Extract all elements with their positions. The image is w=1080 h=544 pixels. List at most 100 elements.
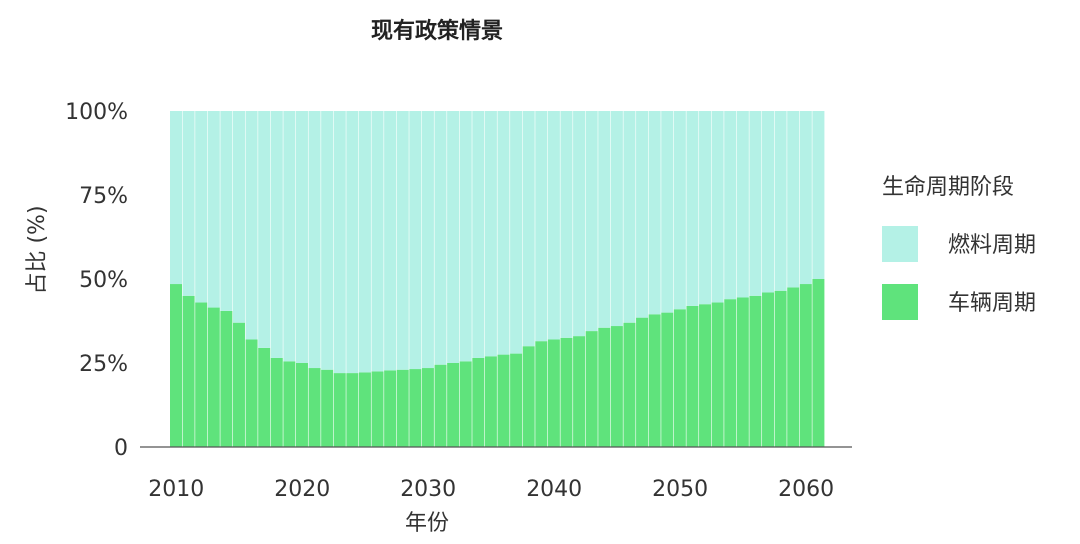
bar-fuel-2012 xyxy=(195,111,208,303)
bar-fuel-2051 xyxy=(686,111,699,306)
bar-vehicle-2059 xyxy=(787,287,800,447)
bar-fuel-2017 xyxy=(258,111,271,348)
x-axis: 2010 2020 2030 2040 2050 2060 xyxy=(140,446,852,502)
bar-fuel-2032 xyxy=(447,111,460,363)
bar-fuel-2061 xyxy=(812,111,825,279)
bar-vehicle-2032 xyxy=(447,363,460,447)
bar-fuel-2031 xyxy=(434,111,447,365)
bar-vehicle-2034 xyxy=(472,357,485,447)
bar-fuel-2053 xyxy=(711,111,724,303)
bar-fuel-2021 xyxy=(308,111,321,369)
bar-vehicle-2055 xyxy=(736,297,749,447)
bar-fuel-2057 xyxy=(762,111,775,293)
bar-vehicle-2056 xyxy=(749,295,762,447)
bar-fuel-2060 xyxy=(799,111,812,285)
bar-vehicle-2041 xyxy=(560,337,573,447)
x-axis-label: 年份 xyxy=(405,511,449,536)
bar-vehicle-2036 xyxy=(497,354,510,447)
y-tick-label: 50% xyxy=(79,268,128,293)
x-tick-label: 2020 xyxy=(274,477,330,502)
bar-vehicle-2028 xyxy=(396,369,409,447)
y-tick-label: 25% xyxy=(79,352,128,377)
bar-fuel-2018 xyxy=(270,111,283,358)
y-tick-label: 75% xyxy=(79,184,128,209)
bar-vehicle-2038 xyxy=(522,346,535,447)
bar-fuel-2059 xyxy=(787,111,800,288)
bar-vehicle-2033 xyxy=(459,361,472,447)
bar-vehicle-2030 xyxy=(421,368,434,447)
bar-vehicle-2039 xyxy=(535,341,548,447)
bar-fuel-2020 xyxy=(295,111,308,363)
legend-label-fuel: 燃料周期 xyxy=(948,233,1036,258)
bar-vehicle-2015 xyxy=(232,322,245,447)
bar-fuel-2013 xyxy=(207,111,220,308)
bar-fuel-2015 xyxy=(232,111,245,323)
bar-fuel-2055 xyxy=(736,111,749,298)
legend-swatch-fuel xyxy=(882,226,918,262)
bar-fuel-2036 xyxy=(497,111,510,355)
plot-area xyxy=(170,111,825,447)
bar-vehicle-2037 xyxy=(510,353,523,447)
bar-vehicle-2051 xyxy=(686,305,699,447)
bar-vehicle-2048 xyxy=(648,314,661,447)
bar-vehicle-2023 xyxy=(333,373,346,447)
bar-fuel-2023 xyxy=(333,111,346,374)
x-tick-label: 2010 xyxy=(148,477,204,502)
bar-fuel-2037 xyxy=(510,111,523,354)
bar-fuel-2027 xyxy=(384,111,397,371)
bar-fuel-2049 xyxy=(661,111,674,313)
bar-vehicle-2031 xyxy=(434,364,447,447)
bar-fuel-2044 xyxy=(598,111,611,328)
bar-vehicle-2042 xyxy=(573,336,586,447)
bar-vehicle-2019 xyxy=(283,361,296,447)
bar-vehicle-2012 xyxy=(195,302,208,447)
bar-vehicle-2054 xyxy=(724,299,737,447)
bar-fuel-2058 xyxy=(774,111,787,291)
bar-vehicle-2014 xyxy=(220,310,233,447)
bar-fuel-2030 xyxy=(421,111,434,369)
bar-vehicle-2024 xyxy=(346,373,359,447)
bar-fuel-2011 xyxy=(182,111,195,296)
legend-label-vehicle: 车辆周期 xyxy=(948,291,1036,316)
bar-vehicle-2060 xyxy=(799,284,812,447)
bar-fuel-2010 xyxy=(170,111,182,285)
bar-fuel-2046 xyxy=(623,111,636,323)
bar-vehicle-2021 xyxy=(308,368,321,447)
bar-fuel-2040 xyxy=(547,111,560,340)
bar-fuel-2026 xyxy=(371,111,384,372)
bar-vehicle-2018 xyxy=(270,357,283,447)
bar-fuel-2035 xyxy=(484,111,497,357)
chart-title: 现有政策情景 xyxy=(371,18,503,44)
bar-vehicle-2027 xyxy=(384,370,397,447)
bar-vehicle-2053 xyxy=(711,302,724,447)
bar-fuel-2056 xyxy=(749,111,762,296)
bar-fuel-2014 xyxy=(220,111,233,311)
bar-fuel-2052 xyxy=(699,111,712,305)
bar-fuel-2022 xyxy=(321,111,334,370)
bar-vehicle-2047 xyxy=(636,317,649,447)
y-axis-label: 占比 (%) xyxy=(25,205,50,294)
bar-vehicle-2058 xyxy=(774,290,787,447)
bar-fuel-2047 xyxy=(636,111,649,318)
legend-title: 生命周期阶段 xyxy=(882,175,1014,200)
bar-vehicle-2061 xyxy=(812,279,825,447)
x-tick-label: 2060 xyxy=(778,477,834,502)
x-tick-label: 2040 xyxy=(526,477,582,502)
bar-fuel-2025 xyxy=(358,111,371,373)
bar-fuel-2043 xyxy=(585,111,598,332)
bar-vehicle-2046 xyxy=(623,322,636,447)
bar-fuel-2016 xyxy=(245,111,258,340)
bar-fuel-2042 xyxy=(573,111,586,337)
bar-fuel-2050 xyxy=(673,111,686,310)
bar-vehicle-2043 xyxy=(585,331,598,447)
bar-vehicle-2049 xyxy=(661,312,674,447)
bar-vehicle-2040 xyxy=(547,339,560,447)
bar-vehicle-2020 xyxy=(295,363,308,447)
bar-vehicle-2044 xyxy=(598,327,611,447)
bar-fuel-2019 xyxy=(283,111,296,362)
bar-fuel-2045 xyxy=(610,111,623,327)
bar-fuel-2054 xyxy=(724,111,737,300)
bar-fuel-2029 xyxy=(409,111,422,370)
y-tick-label: 0 xyxy=(114,436,128,461)
